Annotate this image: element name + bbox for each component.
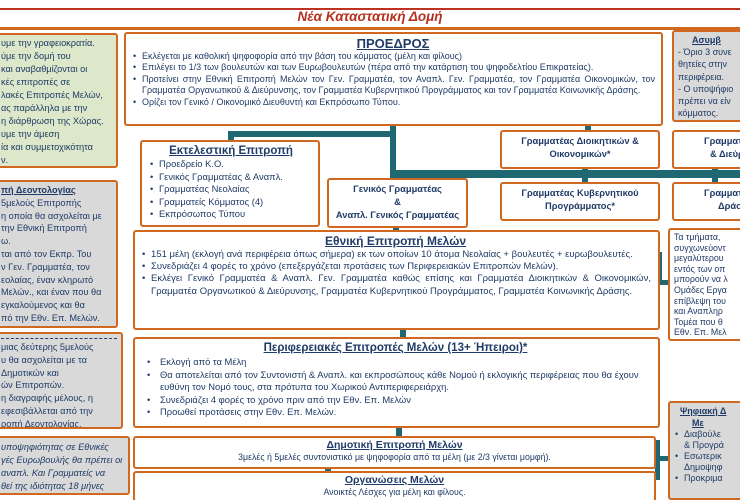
sec-dioikitikon-box: Γραμματέας Διοικητικών & Οικονομικών* [500,130,660,169]
deontologia-text: 5μελούς Επιτροπής η οποία θα ασχολείται … [1,197,102,323]
bullet-item: Προεδρείο Κ.Ο. [148,158,314,171]
proedros-title: ΠΡΟΕΔΡΟΣ [356,36,430,51]
bullet-item: Εκπρόσωπος Τύπου [148,208,314,221]
bullet-item: Ορίζει τον Γενικό / Οικονομικό Διευθυντή… [131,97,655,109]
organoseis-title: Οργανώσεις Μελών [344,474,445,486]
bracket1-bottom [657,280,669,285]
sec-dioikitikon-text: Γραμματέας Διοικητικών & Οικονομικών* [521,136,639,159]
ethniki-title: Εθνική Επιτροπή Μελών [324,234,467,248]
sec-dieyrynsis-box: Γραμματέας & Διεύρ [672,130,740,169]
bullet-item: Γραμματείς Κόμματος (4) [148,196,314,209]
psifiaki-title-line1: Ψηφιακή Δ [680,406,727,416]
genikos-grammateas-box: Γενικός Γραμματέας & Αναπλ. Γενικός Γραμ… [327,178,468,228]
bullet-item: Εκλέγεται με καθολική ψηφοφορία από την … [131,51,655,63]
asymvivasta-box: Ασυμβ - Όριο 3 συνε θητείες στην περιφέρ… [672,30,740,122]
top-rule-red [0,8,740,10]
bullet-item: Επιλέγει το 1/3 των βουλευτών και των Ευ… [131,62,655,74]
footnote-text: υποψηφιότητας σε Εθνικές γές Ευρωβουλής … [1,442,123,491]
bullet-item: Διαβούλε & Προγρά [673,429,740,451]
sec-dieyrynsis-line2: & Διεύρ [710,149,740,159]
intro-note-text: υμε την γραφειοκρατία. ύμε την δομή του … [1,38,104,165]
tmimata-text: Τα τμήματα, συγχωνεύοντ μεγαλύτερου εντό… [674,232,728,338]
connector-to-ektelestiki [228,131,234,142]
bullet-item: Θα αποτελείται από τον Συντονιστή & Αναπ… [140,369,651,394]
bullet-item: Συνεδριάζει 4 φορές το χρόνο (επεξεργάζε… [140,261,651,273]
organoseis-box: Οργανώσεις Μελών Ανοικτές Λέσχες για μέλ… [133,471,656,500]
bullet-item: Γραμματέας Νεολαίας [148,183,314,196]
deontologia-title: πή Δεοντολογίας [1,185,76,195]
dimotiki-text: 3μελές ή 5μελές συντονιστικό με ψηφοφορί… [238,452,551,462]
bullet-item: 151 μέλη (εκλογή ανά περιφέρεια όπως σήμ… [140,249,651,261]
bullet-item: Προτείνει στην Εθνική Επιτροπή Μελών τον… [131,74,655,97]
connector-proedros-sec1 [585,126,591,132]
connector-gengram-ethniki [393,226,399,232]
intro-note-box: υμε την γραφειοκρατία. ύμε την δομή του … [0,33,118,168]
perifereiakes-box: Περιφερειακές Επιτροπές Μελών (13+ Ήπειρ… [133,337,660,428]
deontologia2-box: μιας δεύτερης 5μελούς υ θα ασχολείται με… [0,332,123,429]
deontologia-box: πή Δεοντολογίας 5μελούς Επιτροπής η οποί… [0,180,118,328]
connector-sec2-sec4 [712,167,718,184]
connector-branch-left [228,131,393,137]
dimotiki-box: Δημοτική Επιτροπή Μελών 3μελές ή 5μελές … [133,436,656,469]
page-title: Νέα Καταστατική Δομή [297,9,443,24]
bullet-item: Προωθεί προτάσεις στην Εθν. Επ. Μελών. [140,406,651,419]
proedros-box: ΠΡΟΕΔΡΟΣ Εκλέγεται με καθολική ψηφοφορία… [124,32,663,126]
footnote-box: υποψηφιότητας σε Εθνικές γές Ευρωβουλής … [0,436,130,495]
asymvivasta-title: Ασυμβ [692,35,721,45]
perifereiakes-title: Περιφερειακές Επιτροπές Μελών (13+ Ήπειρ… [263,342,528,354]
bullet-item: Γενικός Γραμματέας & Αναπλ. [148,171,314,184]
tmimata-box: Τα τμήματα, συγχωνεύοντ μεγαλύτερου εντό… [668,228,740,341]
connector-proedros-gengram [390,126,396,178]
connector-perifereiakes-dimotiki [396,427,402,437]
sec-kyvernitikou-box: Γραμματέας Κυβερνητικού Προγράμματος* [500,182,660,221]
connector-main-horizontal [390,170,740,178]
bullet-item: Εκλογή από τα Μέλη [140,356,651,369]
dashed-separator [1,338,117,339]
genikos-grammateas-text: Γενικός Γραμματέας & Αναπλ. Γενικός Γραμ… [335,184,460,220]
sec-drasis-line1: Γραμματέας [704,188,740,198]
sec-drasis-box: Γραμματέας Δράσ [672,182,740,221]
ethniki-box: Εθνική Επιτροπή Μελών 151 μέλη (εκλογή α… [133,230,660,330]
bracket2-mid [660,456,669,461]
connector-ethniki-perifereiakes [400,328,406,338]
bullet-item: Εκλέγει Γενικό Γραμματέα & Αναπλ. Γεν. Γ… [140,273,651,297]
bracket2-vertical [655,440,660,480]
bullet-item: Εσωτερικ Δημοψηφ [673,451,740,473]
psifiaki-title-line2: Με [692,418,704,428]
bullet-item: Συνεδριάζει 4 φορές το χρόνο πριν από τη… [140,394,651,407]
bullet-item: Προκριμα [673,473,740,484]
sec-drasis-line2: Δράσ [718,201,740,211]
dimotiki-title: Δημοτική Επιτροπή Μελών [326,439,463,451]
asymvivasta-text: - Όριο 3 συνε θητείες στην περιφέρεια. -… [678,47,734,119]
top-rule-orange [0,27,740,30]
sec-kyvernitikou-text: Γραμματέας Κυβερνητικού Προγράμματος* [521,188,639,211]
sec-dieyrynsis-line1: Γραμματέας [704,136,740,146]
connector-dimotiki-organoseis [325,466,331,473]
connector-sec1-sec3 [582,167,588,184]
deontologia2-text: μιας δεύτερης 5μελούς υ θα ασχολείται με… [1,342,94,429]
ektelestiki-title: Εκτελεστική Επιτροπή [169,145,293,157]
psifiaki-box: Ψηφιακή Δ Με Διαβούλε & Προγρά Εσωτερικ … [668,401,740,500]
ektelestiki-box: Εκτελεστική Επιτροπή Προεδρείο Κ.Ο. Γενι… [140,140,320,227]
organoseis-text: Ανοικτές Λέσχες για μέλη και φίλους. [323,487,466,497]
